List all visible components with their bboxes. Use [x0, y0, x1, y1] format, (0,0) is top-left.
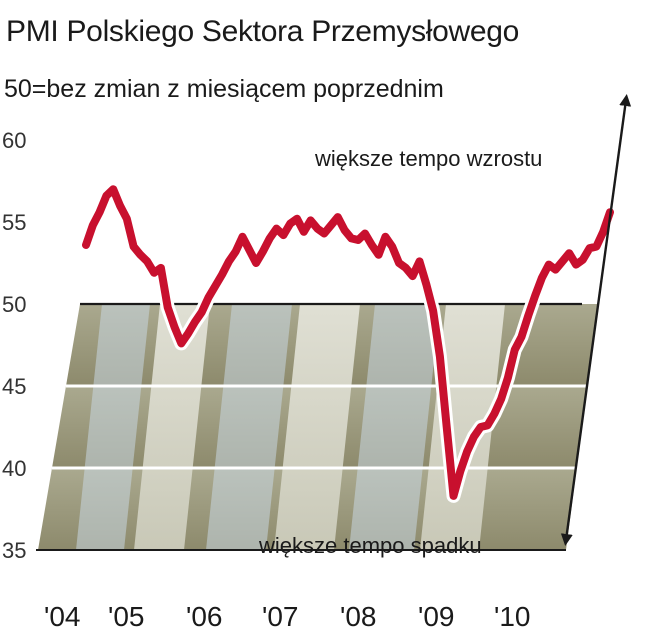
y-tick-label: 55 [2, 210, 26, 235]
y-tick-label: 45 [2, 374, 26, 399]
x-axis-ticks: '04 '05 '06 '07 '08 '09 '10 [44, 601, 531, 632]
chart-subtitle: 50=bez zmian z miesiącem poprzednim [4, 75, 444, 103]
background-bands [36, 304, 598, 551]
y-tick-label: 60 [2, 128, 26, 153]
band-column-blue [349, 304, 440, 550]
band-column-blue [206, 304, 292, 550]
direction-arrow [560, 94, 632, 546]
x-tick-label: '07 [262, 601, 299, 632]
x-tick-label: '05 [108, 601, 145, 632]
series-pmi [79, 182, 617, 503]
x-tick-label: '09 [418, 601, 455, 632]
y-tick-label: 50 [2, 292, 26, 317]
x-tick-label: '08 [340, 601, 377, 632]
x-tick-label: '10 [494, 601, 531, 632]
y-tick-label: 35 [2, 538, 26, 563]
series-line [82, 185, 614, 500]
y-axis-ticks: 60 55 50 45 40 35 [2, 128, 26, 563]
x-tick-label: '04 [44, 601, 81, 632]
band-column-blue [76, 304, 150, 550]
annotation-down: większe tempo spadku [258, 533, 482, 558]
x-tick-label: '06 [186, 601, 223, 632]
band-column-light [274, 304, 360, 550]
y-tick-label: 40 [2, 456, 26, 481]
annotation-up: większe tempo wzrostu [314, 146, 542, 171]
chart-title: PMI Polskiego Sektora Przemysłowego [6, 15, 519, 48]
band-column-light [134, 304, 210, 550]
